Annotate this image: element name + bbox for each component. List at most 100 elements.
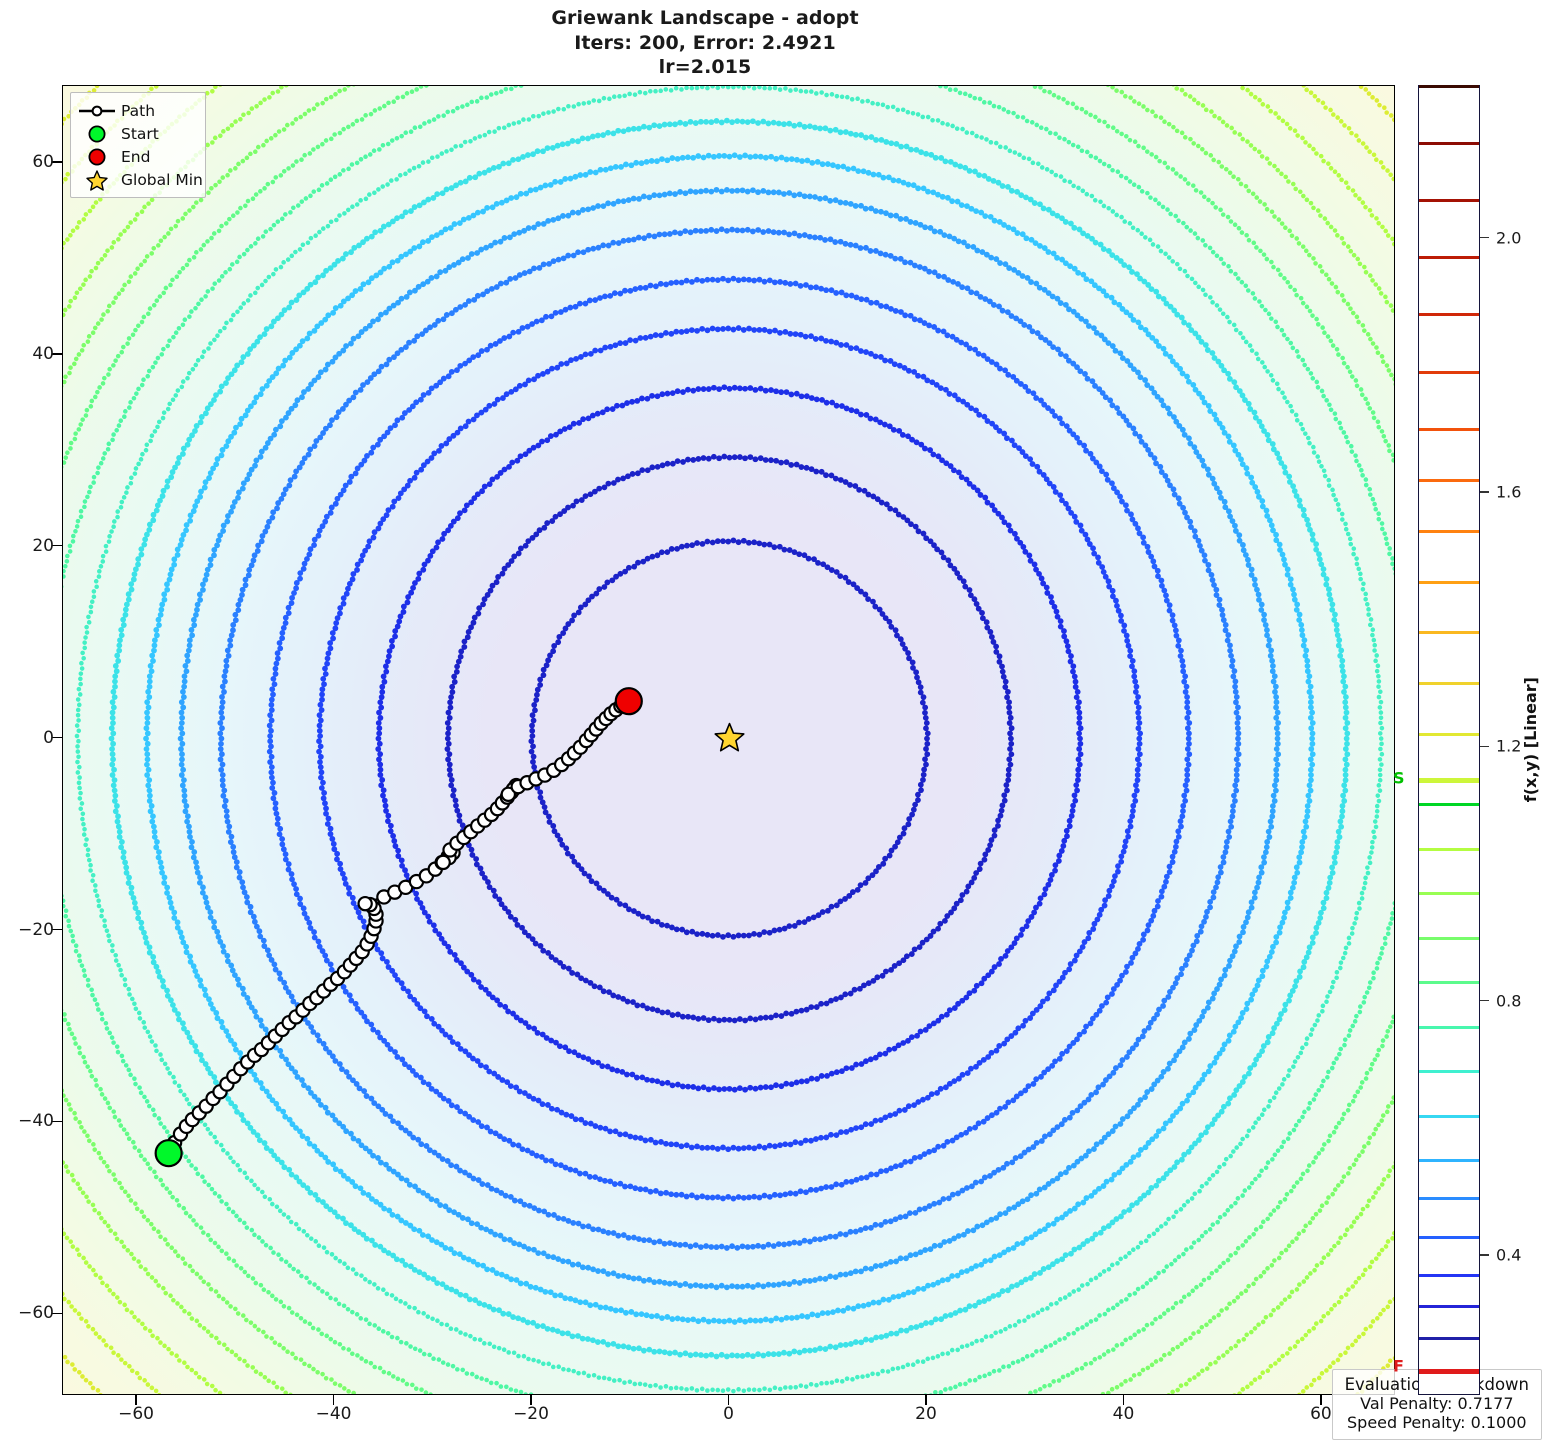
colorbar-end-marker: F bbox=[1393, 1356, 1404, 1376]
colorbar-tick-mark bbox=[1480, 1000, 1489, 1002]
title-line-2: Iters: 200, Error: 2.4921 bbox=[574, 31, 836, 54]
x-tick-mark bbox=[135, 1395, 137, 1405]
colorbar-tick-label: 2.0 bbox=[1496, 228, 1522, 248]
path-point-marker bbox=[435, 854, 451, 871]
colorbar-level-line bbox=[1419, 478, 1479, 482]
colorbar-level-line bbox=[1419, 198, 1479, 202]
colorbar-tick-label: 0.8 bbox=[1496, 991, 1522, 1011]
colorbar-level-line bbox=[1419, 370, 1479, 374]
colorbar-level-line bbox=[1419, 1197, 1479, 1201]
colorbar-level-line bbox=[1419, 631, 1479, 635]
colorbar-level-line bbox=[1419, 580, 1479, 584]
yellow-star-marker-icon bbox=[77, 169, 117, 191]
colorbar-level-line bbox=[1419, 892, 1479, 896]
y-tick-mark bbox=[52, 544, 62, 547]
path-line-marker-icon bbox=[77, 104, 117, 118]
colorbar-level-line bbox=[1419, 847, 1479, 851]
colorbar-level-line bbox=[1419, 1114, 1479, 1118]
colorbar-level-line bbox=[1419, 1337, 1479, 1341]
colorbar-axis-label: f(x,y) [Linear] bbox=[1515, 85, 1545, 1395]
x-tick-mark bbox=[1122, 1395, 1125, 1405]
colorbar-tick-mark bbox=[1480, 745, 1489, 748]
colorbar-level-line bbox=[1419, 313, 1479, 317]
colorbar bbox=[1418, 84, 1480, 1395]
colorbar-level-line bbox=[1419, 803, 1479, 807]
y-tick-label: −20 bbox=[18, 919, 54, 940]
x-tick-label: 60 bbox=[1310, 1404, 1332, 1424]
y-tick-mark bbox=[52, 160, 62, 163]
legend-item-path: Path bbox=[77, 99, 197, 122]
title-line-1: Griewank Landscape - adopt bbox=[551, 7, 859, 29]
x-tick-label: −60 bbox=[118, 1404, 154, 1424]
colorbar-level-line bbox=[1419, 1235, 1479, 1239]
colorbar-level-line bbox=[1419, 529, 1479, 533]
colorbar-level-line bbox=[1419, 141, 1479, 145]
y-tick-label: 60 bbox=[32, 151, 54, 172]
colorbar-label-text: f(x,y) [Linear] bbox=[1520, 677, 1540, 803]
val-penalty-text: Val Penalty: 0.7177 bbox=[1360, 1394, 1514, 1413]
legend-item-end: End bbox=[77, 145, 197, 168]
title-line-3: lr=2.015 bbox=[658, 56, 752, 78]
colorbar-tick-mark bbox=[1480, 1254, 1489, 1256]
y-tick-mark bbox=[52, 928, 62, 931]
speed-penalty-text: Speed Penalty: 0.1000 bbox=[1347, 1413, 1527, 1432]
contour-plot-axes bbox=[62, 85, 1395, 1395]
colorbar-level-line bbox=[1419, 1305, 1479, 1309]
red-circle-marker-icon bbox=[77, 147, 117, 167]
legend-label-end: End bbox=[121, 147, 151, 166]
y-tick-label: 0 bbox=[43, 727, 54, 748]
x-tick-mark bbox=[925, 1395, 927, 1405]
legend-label-path: Path bbox=[121, 101, 156, 120]
y-tick-label: 20 bbox=[32, 535, 54, 556]
colorbar-level-line bbox=[1419, 777, 1479, 783]
legend-item-global-min: Global Min bbox=[77, 168, 203, 191]
x-tick-mark bbox=[332, 1395, 335, 1405]
colorbar-tick-label: 1.6 bbox=[1496, 482, 1522, 502]
colorbar-level-line bbox=[1419, 427, 1479, 431]
x-tick-mark bbox=[530, 1395, 532, 1405]
colorbar-level-line bbox=[1419, 84, 1479, 88]
legend-item-start: Start bbox=[77, 122, 197, 145]
plot-legend: Path Start End Global M bbox=[70, 92, 206, 198]
colorbar-level-line bbox=[1419, 1025, 1479, 1029]
legend-label-global-min: Global Min bbox=[121, 170, 203, 189]
x-tick-label: 20 bbox=[915, 1404, 937, 1424]
y-tick-label: −40 bbox=[18, 1111, 54, 1132]
colorbar-tick-label: 1.2 bbox=[1496, 736, 1522, 756]
x-tick-mark bbox=[1320, 1395, 1322, 1405]
legend-label-start: Start bbox=[121, 124, 159, 143]
start-point-marker bbox=[154, 1139, 183, 1168]
colorbar-level-line bbox=[1419, 1070, 1479, 1074]
optimization-path-layer bbox=[154, 687, 745, 1168]
global-min-star-icon bbox=[714, 722, 745, 752]
colorbar-level-line bbox=[1419, 1273, 1479, 1277]
path-point-marker bbox=[500, 786, 517, 802]
colorbar-level-line bbox=[1419, 936, 1479, 940]
colorbar-level-line bbox=[1419, 682, 1479, 686]
y-tick-mark bbox=[52, 1312, 62, 1315]
colorbar-level-line bbox=[1419, 981, 1479, 985]
colorbar-start-marker: S bbox=[1393, 768, 1405, 788]
x-tick-label: 40 bbox=[1112, 1404, 1135, 1424]
colorbar-tick-mark bbox=[1480, 236, 1489, 239]
y-tick-mark bbox=[52, 352, 62, 355]
end-point-marker bbox=[614, 687, 643, 716]
colorbar-level-line bbox=[1419, 1159, 1479, 1163]
colorbar-level-line bbox=[1419, 256, 1479, 260]
y-tick-label: 40 bbox=[32, 343, 54, 364]
x-tick-label: −20 bbox=[513, 1404, 549, 1424]
colorbar-tick-mark bbox=[1480, 491, 1489, 493]
green-circle-marker-icon bbox=[77, 124, 117, 144]
y-tick-label: −60 bbox=[18, 1303, 54, 1324]
y-tick-mark bbox=[52, 736, 62, 739]
x-tick-mark bbox=[727, 1395, 730, 1405]
plot-field bbox=[63, 86, 1394, 1394]
figure-title: Griewank Landscape - adopt Iters: 200, E… bbox=[0, 6, 1410, 80]
path-point-marker bbox=[357, 895, 373, 912]
x-tick-label: −40 bbox=[315, 1404, 352, 1424]
colorbar-level-line bbox=[1419, 1369, 1479, 1375]
colorbar-level-line bbox=[1419, 733, 1479, 737]
x-tick-label: 0 bbox=[723, 1404, 734, 1424]
y-tick-mark bbox=[52, 1120, 62, 1123]
